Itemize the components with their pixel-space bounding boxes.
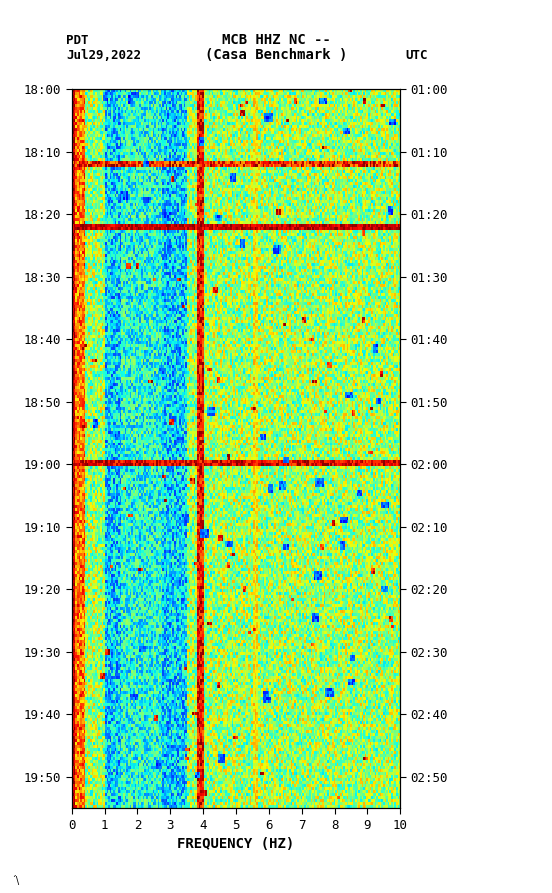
Text: MCB HHZ NC --: MCB HHZ NC --	[221, 33, 331, 47]
Text: ´\: ´\	[11, 876, 19, 886]
Text: USGS: USGS	[13, 17, 36, 28]
Text: PDT: PDT	[66, 34, 89, 46]
Text: Jul29,2022: Jul29,2022	[66, 49, 141, 62]
Text: (Casa Benchmark ): (Casa Benchmark )	[205, 48, 347, 63]
Text: UTC: UTC	[406, 49, 428, 62]
X-axis label: FREQUENCY (HZ): FREQUENCY (HZ)	[177, 837, 295, 851]
